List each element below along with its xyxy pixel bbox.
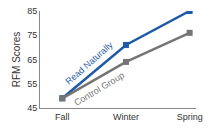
svg-text:Read Naturally: Read Naturally — [63, 39, 115, 86]
svg-text:65: 65 — [27, 55, 37, 65]
svg-text:Fall: Fall — [55, 112, 70, 122]
svg-text:75: 75 — [27, 30, 37, 40]
svg-text:45: 45 — [27, 103, 37, 113]
svg-text:85: 85 — [27, 6, 37, 16]
svg-text:55: 55 — [27, 79, 37, 89]
svg-text:Control Group: Control Group — [72, 70, 126, 108]
svg-text:Spring: Spring — [177, 112, 203, 122]
svg-text:Winter: Winter — [113, 112, 139, 122]
svg-text:RFM Scores: RFM Scores — [11, 32, 22, 88]
